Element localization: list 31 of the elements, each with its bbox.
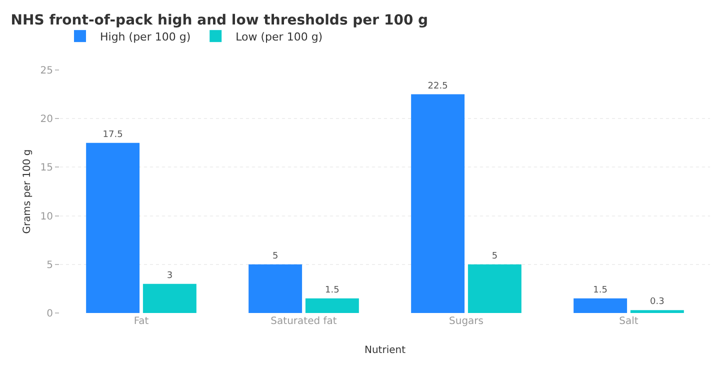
data-label: 17.5 — [102, 130, 123, 140]
bar — [86, 142, 140, 313]
bar — [142, 284, 196, 313]
x-tick-label: Fat — [134, 316, 149, 327]
bar — [305, 298, 359, 313]
data-label: 5 — [492, 251, 498, 262]
bar — [468, 264, 522, 313]
y-tick-label: 0 — [46, 308, 53, 320]
x-tick-label: Saturated fat — [270, 316, 337, 327]
data-label: 22.5 — [428, 81, 448, 92]
y-tick-label: 5 — [46, 260, 53, 271]
bar — [411, 94, 465, 313]
bar — [630, 310, 684, 313]
data-label: 5 — [272, 251, 278, 262]
y-axis-title: Grams per 100 g — [22, 149, 33, 234]
legend-label: Low (per 100 g) — [236, 30, 323, 44]
bar — [248, 264, 302, 313]
data-label: 1.5 — [325, 285, 340, 296]
legend-label: High (per 100 g) — [100, 30, 191, 44]
x-tick-label: Sugars — [449, 316, 484, 327]
x-axis-title: Nutrient — [364, 345, 406, 356]
data-label: 3 — [166, 270, 173, 281]
y-tick-label: 20 — [40, 114, 53, 126]
chart-title: NHS front-of-pack high and low thresholds per 100 g — [10, 12, 428, 29]
y-tick-label: 15 — [40, 162, 53, 174]
y-tick-label: 10 — [40, 211, 53, 222]
bar — [574, 298, 628, 313]
y-tick-label: 25 — [40, 66, 53, 76]
data-label: 1.5 — [593, 285, 608, 296]
data-label: 0.3 — [650, 297, 664, 308]
x-tick-label: Salt — [619, 316, 638, 327]
